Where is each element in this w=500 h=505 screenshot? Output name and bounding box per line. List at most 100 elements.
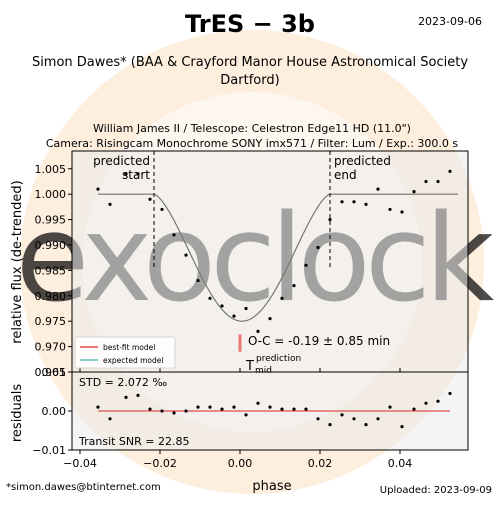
observer-line-2: Dartford) — [220, 73, 279, 88]
flux-ytick-label: 1.005 — [35, 163, 67, 176]
residual-point — [160, 409, 164, 413]
residual-point — [108, 417, 112, 421]
flux-ylabel: relative flux (de-trended) — [10, 180, 25, 343]
flux-point — [376, 187, 380, 191]
residual-point — [388, 405, 392, 409]
residuals-ytick-label: 0.00 — [42, 405, 67, 418]
flux-point — [340, 200, 344, 204]
residual-point — [136, 393, 140, 397]
xtick-label: −0.04 — [63, 457, 97, 470]
model-legend: best-fit model expected model — [74, 336, 176, 369]
residual-point — [448, 391, 452, 396]
flux-ytick-label: 0.995 — [35, 214, 67, 227]
flux-point — [436, 179, 440, 184]
flux-point — [136, 172, 140, 176]
flux-point — [160, 207, 164, 212]
flux-point — [280, 296, 284, 300]
flux-point — [400, 210, 404, 214]
flux-point — [244, 306, 248, 311]
residual-point — [232, 405, 236, 409]
xtick-label: 0.00 — [228, 457, 253, 470]
residual-point — [316, 417, 320, 421]
flux-point — [220, 304, 224, 308]
residual-point — [124, 395, 128, 399]
residual-point — [340, 413, 344, 417]
tmid-label: T — [245, 359, 254, 374]
residual-point — [208, 405, 212, 409]
flux-ylim-label: 0.965 — [35, 366, 67, 379]
residuals-panel: −0.01 0.00 0.01 −0.04 −0.02 0.00 0.02 0.04 STD =… — [32, 366, 469, 470]
xtick-label: −0.02 — [143, 457, 177, 470]
flux-point — [316, 245, 320, 250]
flux-point — [412, 190, 416, 194]
flux-point — [256, 329, 260, 333]
legend-expected-label: expected model — [103, 356, 163, 365]
legend-best-fit-label: best-fit model — [103, 343, 155, 352]
oc-annotation: O-C = -0.19 ± 0.85 min — [248, 334, 390, 348]
chart-title: TrES − 3b — [185, 10, 315, 38]
residual-point — [184, 409, 188, 413]
residual-point — [412, 407, 416, 411]
residual-point — [400, 425, 404, 429]
residual-point — [292, 407, 296, 411]
observation-date: 2023-09-06 — [418, 15, 482, 28]
flux-point — [172, 233, 176, 237]
predicted-start-label: predicted — [93, 154, 150, 168]
residual-point — [304, 407, 308, 411]
flux-point — [364, 202, 368, 206]
tmid-subscript: mid — [255, 366, 272, 376]
flux-ytick-label: 0.990 — [35, 239, 67, 252]
upload-date: Uploaded: 2023-09-09 — [380, 485, 492, 496]
flux-point — [232, 314, 236, 318]
residual-point — [148, 407, 152, 411]
residual-point — [172, 411, 176, 415]
flux-panel-frame — [71, 150, 469, 373]
residuals-ytick-label: −0.01 — [32, 444, 66, 457]
residual-point — [352, 417, 356, 421]
flux-point — [448, 169, 452, 173]
best-fit-model-line — [98, 193, 458, 322]
residual-point — [244, 413, 248, 417]
std-annotation: STD = 2.072 ‰ — [79, 376, 167, 389]
flux-point — [424, 179, 428, 184]
equipment-line-1: William James II / Telescope: Celestron … — [93, 122, 411, 135]
flux-ytick-label: 1.000 — [35, 188, 67, 201]
observer-email: *simon.dawes@btinternet.com — [6, 482, 161, 493]
flux-panel: 0.970 0.975 0.980 0.985 0.990 0.995 1.000 1.005… — [35, 150, 469, 379]
phase-xlabel: phase — [252, 479, 291, 494]
flux-point — [96, 187, 100, 191]
flux-ytick-label: 0.980 — [35, 290, 67, 303]
residual-point — [364, 423, 368, 427]
tmid-prediction-marker — [238, 334, 242, 352]
flux-ytick-label: 0.985 — [35, 264, 67, 277]
flux-point — [124, 172, 128, 176]
residuals-ylabel: residuals — [10, 384, 25, 443]
flux-point — [108, 202, 112, 206]
flux-point — [352, 200, 356, 204]
flux-ytick-label: 0.975 — [35, 315, 67, 328]
predicted-end-label: end — [334, 168, 357, 182]
snr-annotation: Transit SNR = 22.85 — [78, 435, 190, 448]
residual-point — [424, 401, 428, 405]
residuals-ytick-label: 0.01 — [42, 366, 67, 379]
tmid-superscript: prediction — [256, 354, 301, 364]
flux-point — [196, 278, 200, 283]
residual-point — [220, 407, 224, 411]
flux-point — [388, 207, 392, 212]
flux-point — [292, 284, 296, 288]
observer-line: Simon Dawes* (BAA & Crayford Manor House… — [32, 55, 468, 70]
residual-point — [436, 399, 440, 403]
legend-box — [74, 336, 176, 369]
equipment-line-2: Camera: Risingcam Monochrome SONY imx571… — [46, 137, 459, 150]
residual-point — [96, 405, 100, 409]
flux-point — [328, 217, 332, 222]
residual-point — [256, 401, 260, 405]
flux-point — [184, 253, 188, 257]
residual-point — [328, 423, 332, 427]
xtick-label: 0.02 — [308, 457, 333, 470]
xtick-label: 0.04 — [388, 457, 413, 470]
residual-point — [376, 417, 380, 421]
predicted-end-label: predicted — [334, 154, 391, 168]
flux-point — [268, 317, 272, 321]
